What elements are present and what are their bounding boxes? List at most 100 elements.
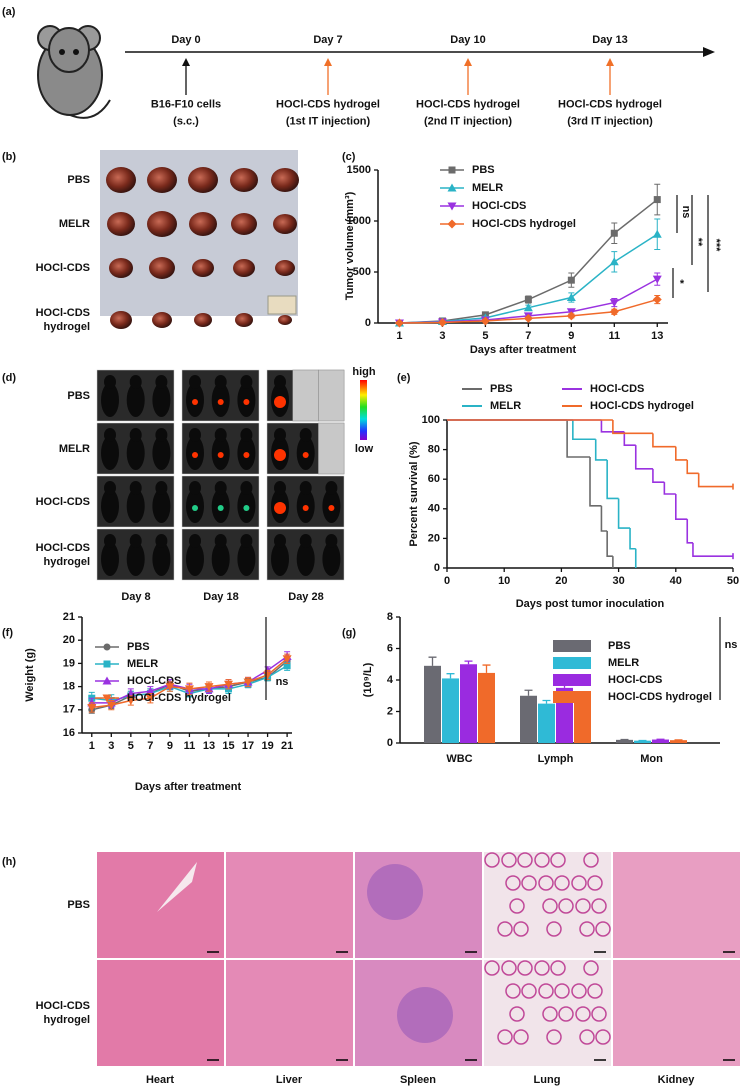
marker — [566, 311, 576, 321]
legend-label: HOCl-CDS — [608, 674, 662, 686]
marker — [610, 229, 618, 237]
y-tick-label: 17 — [63, 704, 75, 716]
mouse-head — [189, 534, 201, 548]
alveolus — [542, 1006, 558, 1022]
significance-label: ns — [276, 676, 289, 688]
x-axis-title: Days post tumor inoculation — [516, 598, 665, 610]
alveolus — [591, 1006, 607, 1022]
survival-step — [629, 528, 636, 550]
survival-step — [686, 519, 693, 544]
mouse — [126, 436, 145, 470]
alveolus — [501, 852, 517, 868]
x-tick-label: 19 — [261, 740, 273, 752]
event-label: (s.c.) — [173, 115, 199, 127]
event-arrowhead — [464, 58, 472, 66]
group-label: PBS — [67, 390, 90, 402]
y-tick-label: 4 — [387, 674, 394, 686]
tumor — [107, 212, 135, 236]
group-label: HOCl-CDS — [36, 542, 90, 554]
panel-label: (d) — [2, 372, 16, 384]
tumor — [233, 259, 255, 277]
alveolus — [571, 983, 587, 999]
marker — [243, 678, 253, 687]
colorbar-label: high — [352, 366, 375, 378]
tumor — [147, 211, 177, 237]
x-axis-title: Days after treatment — [470, 344, 577, 356]
mouse-head — [155, 428, 168, 442]
marker — [652, 275, 662, 284]
survival-step — [675, 446, 688, 461]
signal — [328, 505, 335, 511]
mouse-head — [325, 481, 338, 495]
error-bar — [482, 664, 491, 673]
alveolus — [513, 1029, 529, 1045]
mouse — [126, 383, 145, 417]
survival-step — [634, 445, 653, 470]
marker — [653, 196, 661, 204]
bar — [574, 702, 591, 743]
alveolus — [542, 898, 558, 914]
mouse — [152, 489, 171, 523]
y-tick-label: 60 — [428, 473, 440, 485]
y-tick-label: 16 — [63, 727, 75, 739]
x-tick-label: 5 — [128, 740, 134, 752]
y-tick-label: 20 — [63, 634, 75, 646]
group-label: MELR — [59, 218, 90, 230]
tumor — [231, 213, 257, 235]
mouse — [101, 489, 119, 523]
x-tick-label: 1 — [89, 740, 95, 752]
x-tick-label: 20 — [555, 575, 567, 587]
alveolus — [505, 875, 521, 891]
legend-label: HOCl-CDS — [590, 383, 644, 395]
tumor — [273, 214, 297, 234]
marker — [566, 293, 576, 301]
empty-cell — [318, 369, 345, 422]
panel-label: (f) — [2, 627, 13, 639]
y-tick-label: 1500 — [347, 164, 371, 176]
mouse — [101, 436, 119, 470]
mouse-head — [104, 534, 116, 548]
panel-label: (g) — [342, 627, 356, 639]
mouse-head — [299, 481, 312, 495]
survival-step — [566, 420, 590, 458]
marker — [447, 219, 457, 229]
tumor — [194, 313, 212, 327]
mouse-head — [155, 481, 168, 495]
mouse — [186, 542, 204, 576]
alveolus — [509, 898, 525, 914]
marker — [609, 307, 619, 317]
tumor — [192, 259, 214, 277]
signal — [217, 399, 224, 405]
survival-step — [617, 498, 631, 529]
event-day: Day 10 — [450, 34, 485, 46]
signal — [192, 399, 198, 405]
mouse — [237, 542, 256, 576]
marker — [145, 686, 155, 695]
legend-swatch — [553, 674, 591, 686]
marker — [204, 683, 214, 692]
alveolus — [501, 960, 517, 976]
x-tick-label: 21 — [281, 740, 293, 752]
error-bar — [464, 660, 473, 665]
mouse-head — [299, 428, 312, 442]
alveolus — [583, 960, 599, 976]
alveolus — [571, 875, 587, 891]
mouse-head — [274, 375, 286, 389]
legend-label: PBS — [608, 640, 631, 652]
day-label: Day 18 — [203, 591, 238, 603]
x-tick-label: 10 — [498, 575, 510, 587]
day-label: Day 28 — [288, 591, 323, 603]
mouse-head — [129, 428, 142, 442]
mouse-head — [129, 375, 142, 389]
legend-swatch — [553, 657, 591, 669]
tumor — [188, 167, 218, 193]
y-tick-label: 21 — [63, 611, 75, 623]
significance-label: * — [680, 278, 685, 290]
error-bar — [446, 673, 455, 679]
x-tick-label: 40 — [670, 575, 682, 587]
x-tick-label: 11 — [608, 330, 620, 342]
alveolus — [583, 852, 599, 868]
group-label: MELR — [59, 443, 90, 455]
timeline-arrowhead — [703, 47, 715, 57]
